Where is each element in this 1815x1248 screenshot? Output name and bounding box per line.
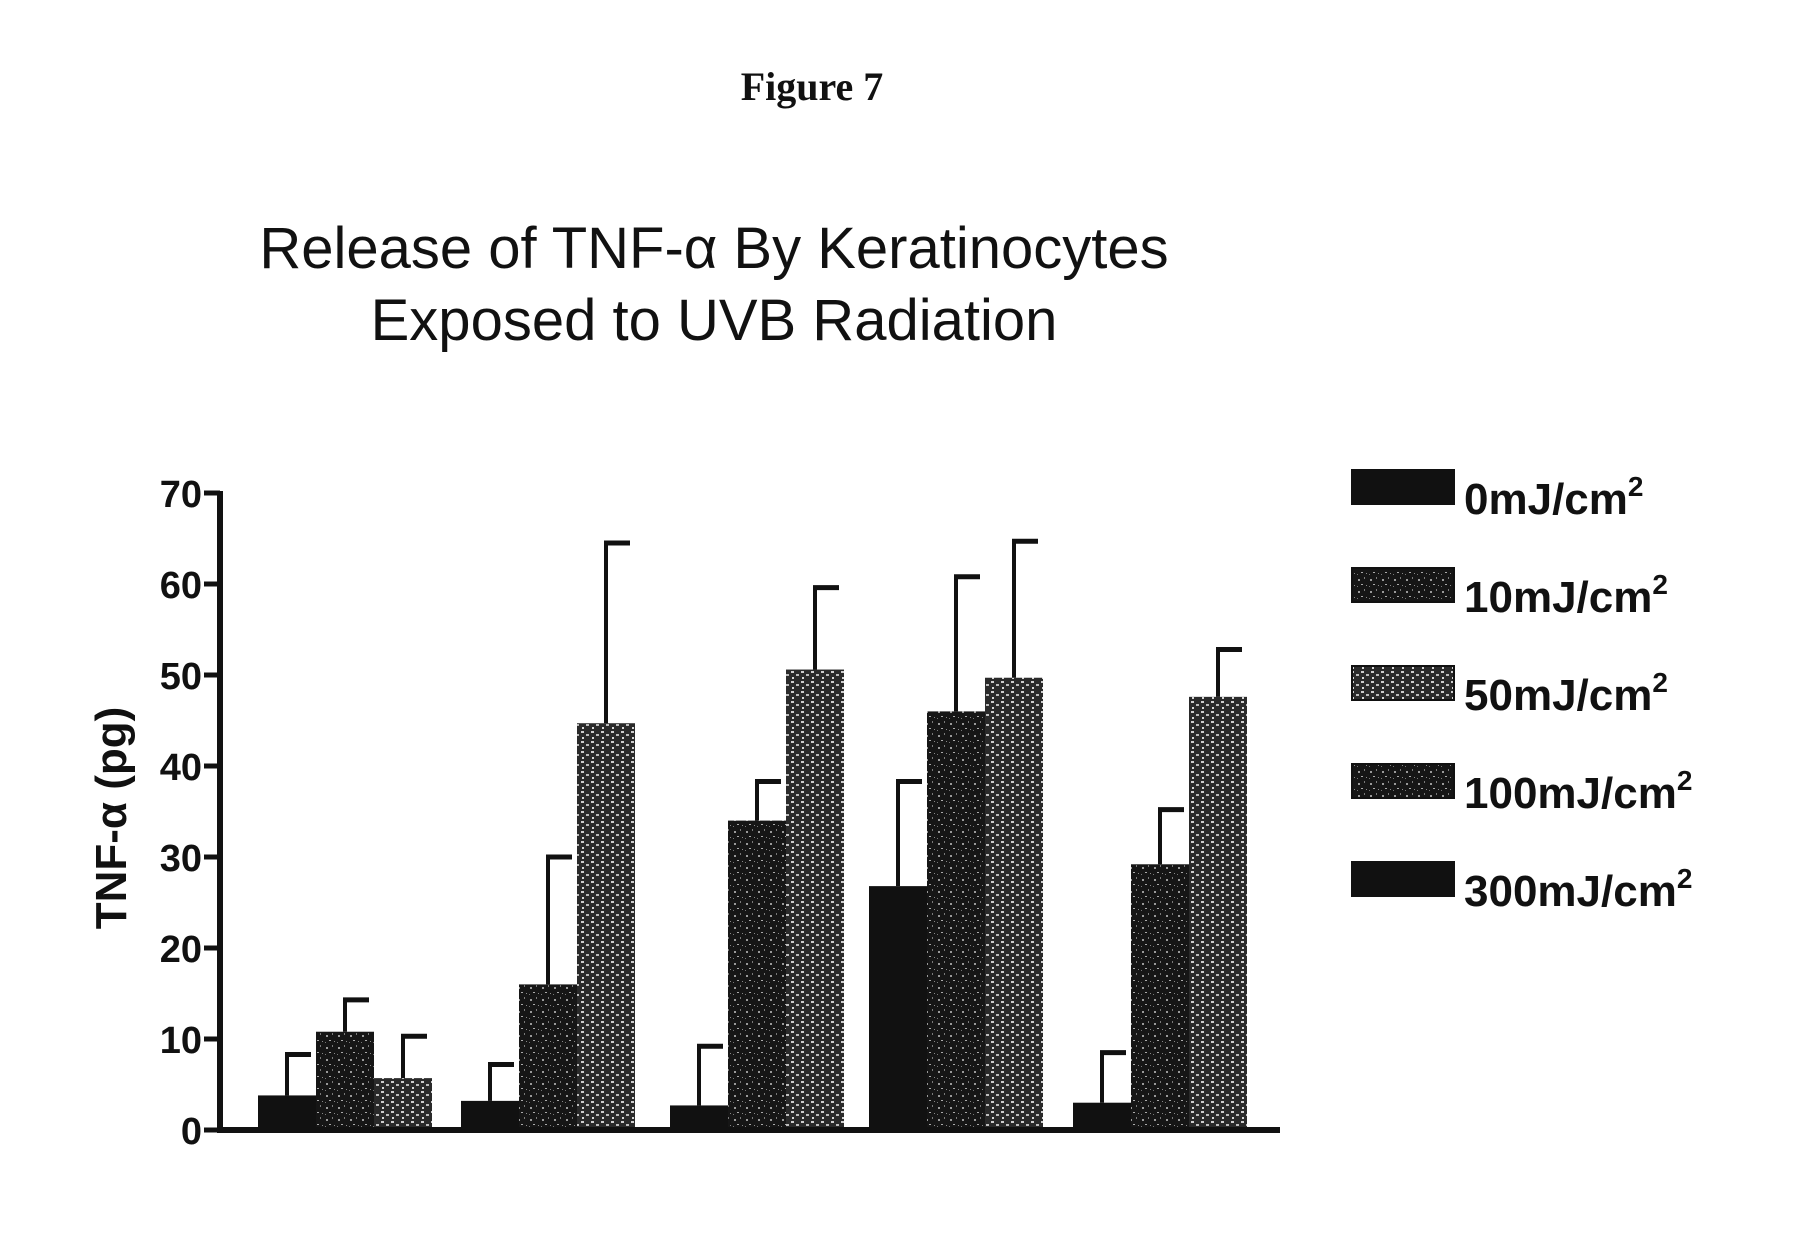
bar-group-3-series-2 [728,821,786,1130]
y-axis-label: TNF-α (pg) [87,707,136,930]
y-tick-label-30: 30 [160,838,202,880]
bar-group-2-series-3 [577,723,635,1130]
bar-group-2-series-1 [461,1101,519,1130]
y-tick-label-20: 20 [160,929,202,971]
chart-title-line-1: Release of TNF-α By Keratinocytes [259,216,1168,281]
y-tick-label-60: 60 [160,565,202,607]
legend-swatch-5 [1352,862,1454,896]
bar-group-5-series-3 [1189,697,1247,1130]
bar-group-5-series-1 [1073,1103,1131,1130]
y-tick-label-70: 70 [160,474,202,516]
legend-label-3: 50mJ/cm2 [1464,667,1668,720]
bar-group-3-series-3 [786,670,844,1130]
legend-label-5: 300mJ/cm2 [1464,863,1692,916]
bar-group-1-series-2 [316,1032,374,1130]
chart-title-line-2: Exposed to UVB Radiation [371,288,1058,353]
bar-group-5-series-2 [1131,864,1189,1130]
legend-swatch-2 [1352,568,1454,602]
bar-group-2-series-2 [519,984,577,1130]
bar-group-3-series-1 [670,1105,728,1130]
bar-group-4-series-3 [985,678,1043,1130]
legend-label-2: 10mJ/cm2 [1464,569,1668,622]
legend-label-1: 0mJ/cm2 [1464,471,1643,524]
bars [258,670,1247,1130]
legend-swatch-4 [1352,764,1454,798]
y-tick-label-0: 0 [181,1111,202,1153]
y-tick-label-10: 10 [160,1020,202,1062]
y-tick-label-50: 50 [160,656,202,698]
bar-group-1-series-1 [258,1095,316,1130]
bar-group-4-series-2 [927,711,985,1130]
legend-swatch-3 [1352,666,1454,700]
figure-label: Figure 7 [741,64,884,109]
legend-label-4: 100mJ/cm2 [1464,765,1692,818]
y-tick-label-40: 40 [160,747,202,789]
legend: 0mJ/cm2 10mJ/cm2 50mJ/cm2 100mJ/cm2 300mJ/cm… [1352,470,1692,916]
bar-group-1-series-3 [374,1078,432,1130]
bar-group-4-series-1 [869,886,927,1130]
legend-swatch-1 [1352,470,1454,504]
